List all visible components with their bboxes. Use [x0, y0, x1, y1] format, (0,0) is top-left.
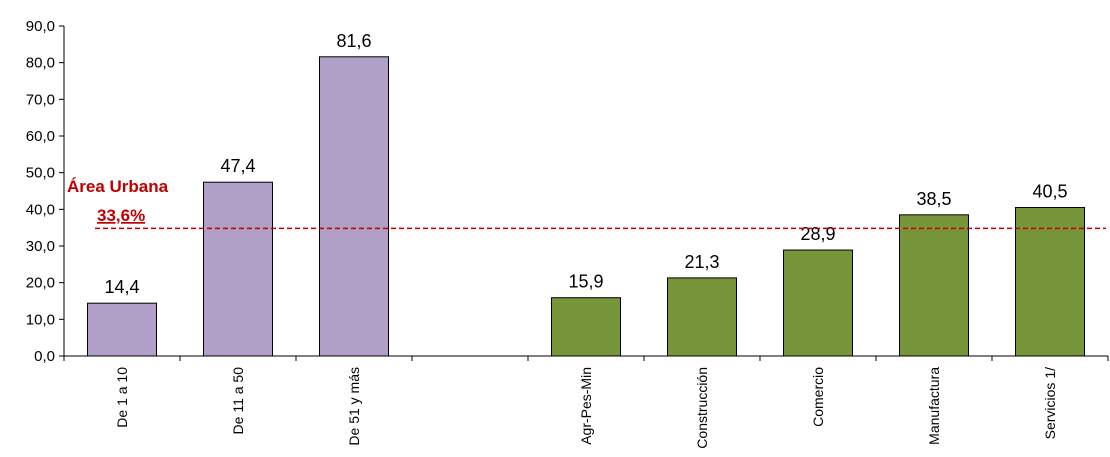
y-tick-label: 60,0 — [26, 128, 55, 145]
bar — [319, 56, 389, 357]
bar-value-label: 14,4 — [104, 277, 139, 297]
y-tick-label: 90,0 — [26, 18, 55, 35]
x-category-label: Construcción — [694, 367, 710, 449]
x-category-label: Manufactura — [926, 367, 942, 445]
bar-value-label: 28,9 — [800, 224, 835, 244]
reference-label-title: Área Urbana — [67, 177, 169, 196]
y-tick-label: 0,0 — [34, 348, 55, 365]
x-category-label: De 51 y más — [346, 367, 362, 446]
bar-value-label: 21,3 — [684, 252, 719, 272]
y-tick-label: 70,0 — [26, 91, 55, 108]
bar-value-label: 81,6 — [336, 31, 371, 51]
axes: 0,0 10,0 20,0 30,0 40,0 50,0 60,0 70,0 80,0 90,0 D… — [26, 18, 1109, 449]
bars — [87, 56, 1085, 357]
y-tick-label: 20,0 — [26, 275, 55, 292]
y-tick-label: 80,0 — [26, 55, 55, 72]
y-tick-label: 40,0 — [26, 201, 55, 218]
y-tick-label: 50,0 — [26, 165, 55, 182]
bar — [783, 249, 853, 357]
bar — [203, 181, 273, 357]
x-category-label: De 1 a 10 — [114, 367, 130, 428]
x-category-label: Comercio — [810, 367, 826, 427]
bar — [87, 302, 157, 357]
x-category-label: Agr-Pes-Min — [578, 367, 594, 445]
x-category-label: Servicios 1/ — [1042, 367, 1058, 439]
bar-value-label: 47,4 — [220, 156, 255, 176]
bar — [667, 277, 737, 357]
bar-value-label: 38,5 — [916, 189, 951, 209]
reference-label-value: 33,6% — [97, 206, 145, 225]
y-tick-label: 30,0 — [26, 238, 55, 255]
bar-value-label: 15,9 — [568, 272, 603, 292]
bar-value-label: 40,5 — [1032, 182, 1067, 202]
y-tick-label: 10,0 — [26, 311, 55, 328]
bar — [551, 297, 621, 357]
bar — [899, 214, 969, 357]
x-category-label: De 11 a 50 — [230, 367, 246, 435]
bar — [1015, 207, 1085, 357]
reference-line-group: Área Urbana 33,6% — [67, 177, 1106, 230]
